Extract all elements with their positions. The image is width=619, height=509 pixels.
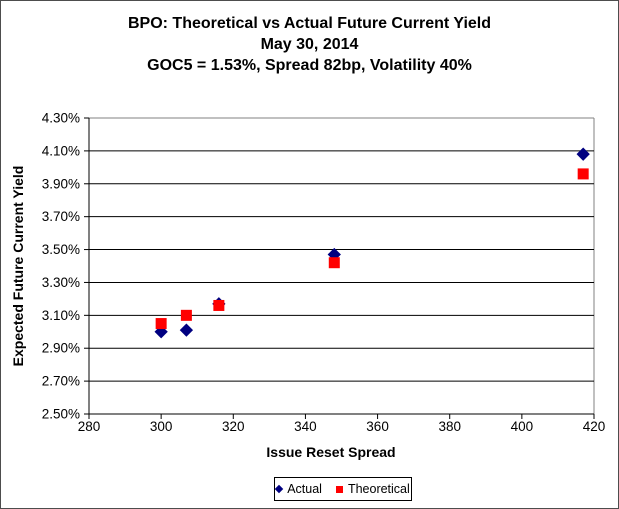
x-axis-tick-label: 280 — [78, 419, 101, 434]
x-axis-tick-label: 380 — [438, 419, 461, 434]
y-axis-tick-label: 3.90% — [42, 176, 80, 191]
chart-title: BPO: Theoretical vs Actual Future Curren… — [1, 13, 618, 76]
legend-label-theoretical: Theoretical — [347, 482, 410, 496]
data-point-theoretical — [180, 309, 192, 321]
x-axis-tick-label: 340 — [294, 419, 317, 434]
legend-item-theoretical: Theoretical — [335, 482, 410, 496]
x-axis-tick-label: 320 — [222, 419, 245, 434]
actual-diamond-icon — [274, 484, 284, 494]
y-axis-tick-label: 2.50% — [42, 407, 80, 422]
legend-label-actual: Actual — [287, 482, 322, 496]
theoretical-square-icon — [335, 485, 343, 493]
y-axis-tick-label: 2.70% — [42, 374, 80, 389]
x-axis-tick-label: 400 — [511, 419, 534, 434]
data-point-theoretical — [328, 257, 340, 269]
y-axis-tick-label: 3.70% — [42, 209, 80, 224]
legend-item-actual: Actual — [274, 482, 322, 496]
data-point-theoretical — [577, 168, 589, 180]
chart-title-line-1: BPO: Theoretical vs Actual Future Curren… — [127, 15, 492, 32]
x-axis-tick-label: 420 — [583, 419, 606, 434]
y-axis-tick-label: 3.50% — [42, 242, 80, 257]
y-axis-tick-label: 4.10% — [42, 143, 80, 158]
data-point-theoretical — [155, 318, 167, 330]
y-axis-tick-label: 4.30% — [42, 111, 80, 126]
y-axis-tick-label: 3.30% — [42, 275, 80, 290]
data-point-theoretical — [213, 299, 225, 311]
x-axis-title: Issue Reset Spread — [266, 444, 396, 460]
chart-title-line-3: GOC5 = 1.53%, Spread 82bp, Volatility 40… — [147, 57, 472, 74]
data-point-actual — [576, 147, 590, 161]
x-axis-tick-label: 300 — [150, 419, 173, 434]
data-point-actual — [179, 323, 194, 337]
legend-box: Actual Theoretical — [274, 477, 412, 501]
y-axis-tick-label: 2.90% — [42, 341, 80, 356]
y-axis-tick-label: 3.10% — [42, 308, 80, 323]
chart-title-line-2: May 30, 2014 — [260, 36, 359, 53]
y-axis-title: Expected Future Current Yield — [10, 165, 26, 367]
x-axis-tick-label: 360 — [366, 419, 389, 434]
